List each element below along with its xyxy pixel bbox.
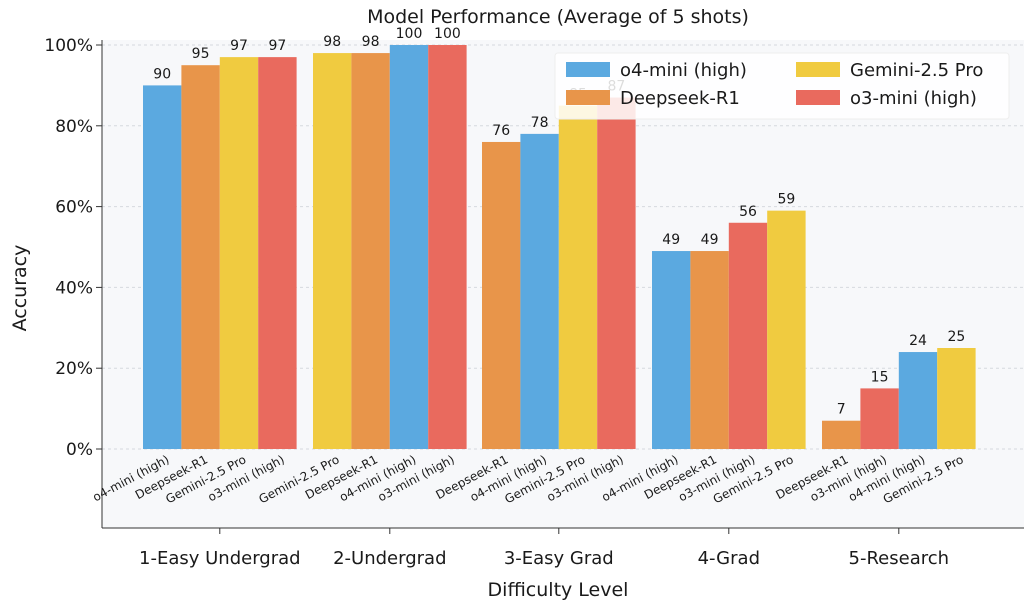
bar-value-label: 59	[777, 192, 795, 208]
bar	[313, 53, 352, 450]
bar	[860, 388, 899, 449]
bar	[351, 53, 390, 450]
y-axis-title: Accuracy	[9, 245, 31, 332]
bar	[558, 105, 598, 449]
category-label: 5-Research	[849, 548, 950, 569]
legend-swatch	[796, 62, 840, 77]
bar-value-label: 56	[739, 204, 757, 220]
legend-label: o3-mini (high)	[850, 88, 977, 109]
y-tick-label: 20%	[55, 359, 93, 379]
bar	[520, 133, 559, 449]
bar-value-label: 90	[153, 66, 171, 82]
legend-box	[554, 52, 1010, 120]
legend: o4-mini (high) Deepseek-R1 Gemini-2.5 Pro o…	[554, 52, 1010, 120]
bar	[219, 57, 259, 450]
legend-label: o4-mini (high)	[620, 60, 747, 81]
bar	[482, 141, 521, 449]
bar-value-label: 97	[268, 38, 286, 54]
bar-value-label: 100	[396, 26, 423, 42]
bar-layer	[143, 45, 976, 450]
bar	[597, 97, 636, 450]
bar	[767, 210, 806, 449]
chart-title: Model Performance (Average of 5 shots)	[367, 6, 749, 28]
bar-value-label: 49	[701, 232, 719, 248]
bar	[258, 57, 297, 450]
category-label: 3-Easy Grad	[504, 548, 614, 569]
category-label: 2-Undergrad	[333, 548, 446, 569]
bar-value-label: 98	[323, 34, 341, 50]
legend-swatch	[796, 90, 840, 105]
category-label: 4-Grad	[698, 548, 760, 569]
y-tick-label: 40%	[55, 278, 93, 298]
bar-value-label: 49	[662, 232, 680, 248]
legend-label: Deepseek-R1	[620, 88, 740, 109]
bar-value-label: 76	[492, 123, 510, 139]
category-label: 1-Easy Undergrad	[139, 548, 301, 569]
legend-label: Gemini-2.5 Pro	[850, 60, 983, 81]
bar-value-label: 24	[909, 333, 927, 349]
bar	[690, 251, 729, 449]
bar	[428, 45, 467, 449]
bar	[822, 420, 861, 449]
bar	[937, 348, 976, 449]
bar-value-label: 7	[837, 402, 846, 418]
y-tick-label: 80%	[55, 117, 93, 137]
bar	[898, 352, 938, 449]
bar-value-label: 25	[947, 329, 965, 345]
legend-swatch	[566, 90, 610, 105]
y-tick-label: 100%	[44, 36, 93, 56]
bar	[143, 85, 182, 450]
bar-value-label: 78	[531, 115, 549, 131]
y-tick-label: 60%	[55, 198, 93, 218]
bar	[389, 45, 429, 449]
bar-value-label: 97	[230, 38, 248, 54]
bar-value-label: 15	[871, 369, 889, 385]
bar-value-label: 98	[362, 34, 380, 50]
bar-value-label: 100	[434, 26, 461, 42]
bar	[181, 65, 220, 449]
bar	[728, 222, 768, 449]
x-axis-title: Difficulty Level	[488, 579, 629, 601]
bar	[652, 251, 691, 449]
bar-value-label: 95	[192, 46, 210, 62]
legend-swatch	[566, 62, 610, 77]
y-tick-label: 0%	[66, 440, 93, 460]
